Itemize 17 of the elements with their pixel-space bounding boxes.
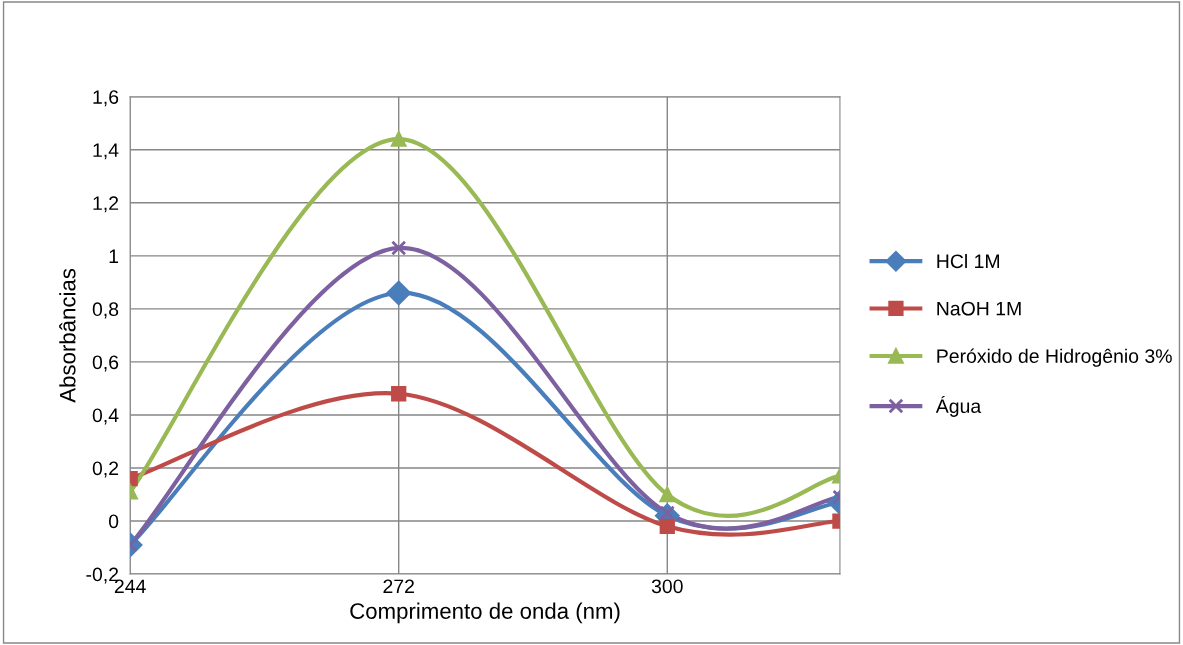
x-tick-label: 272 — [383, 579, 414, 593]
legend-label: Água — [935, 396, 982, 417]
legend-label: HCl 1M — [937, 253, 1000, 269]
y-tick-label: 0,4 — [92, 408, 119, 425]
y-tick-label: 1,4 — [93, 143, 119, 160]
y-tick-label: 0,8 — [92, 302, 119, 319]
y-tick-label: 0,6 — [92, 355, 119, 372]
legend-label: Peróxido de Hidrogênio 3% — [937, 348, 1172, 367]
y-tick-label: 1,2 — [93, 196, 119, 213]
legend-label: NaOH 1M — [937, 301, 1021, 316]
y-tick-label: 0 — [108, 514, 119, 529]
y-tick-label: 1,6 — [93, 90, 119, 107]
y-tick-label: 1 — [109, 249, 119, 263]
x-tick-label: 300 — [651, 579, 683, 594]
y-axis-title: Absorbâncias — [59, 268, 76, 403]
x-axis-title: Comprimento de onda (nm) — [350, 602, 620, 624]
y-tick-label: 0,2 — [92, 461, 119, 478]
